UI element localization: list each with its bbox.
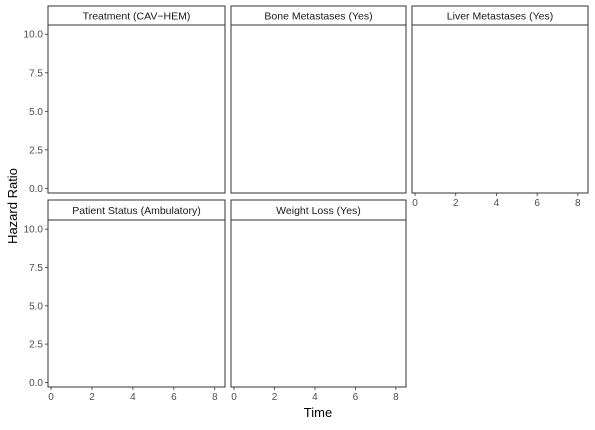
facet-panel: Weight Loss (Yes) 0 2 4 6 8 bbox=[230, 199, 407, 403]
facet-title: Liver Metastases (Yes) bbox=[447, 11, 553, 23]
x-tick-label: 6 bbox=[171, 392, 177, 403]
panel-border bbox=[411, 24, 589, 194]
x-tick-label: 6 bbox=[534, 198, 540, 209]
facet-panel: Bone Metastases (Yes) bbox=[230, 5, 407, 194]
y-tick-label: 5.0 bbox=[29, 107, 43, 118]
x-tick-label: 2 bbox=[272, 392, 278, 403]
x-tick-label: 6 bbox=[353, 392, 359, 403]
facet-title: Weight Loss (Yes) bbox=[276, 205, 361, 217]
y-tick-label: 10.0 bbox=[24, 30, 44, 41]
x-tick-label: 4 bbox=[130, 392, 136, 403]
facet-panel: Patient Status (Ambulatory) 0.0 2.5 5.0 7.5 1… bbox=[24, 199, 226, 403]
y-tick-label: 7.5 bbox=[29, 263, 43, 274]
panel-border bbox=[47, 24, 226, 194]
x-axis-title: Time bbox=[304, 405, 332, 420]
facet-title: Treatment (CAV−HEM) bbox=[83, 11, 191, 23]
x-tick-label: 8 bbox=[212, 392, 218, 403]
x-tick-label: 4 bbox=[312, 392, 318, 403]
panel-border bbox=[47, 219, 226, 388]
y-tick-label: 2.5 bbox=[29, 340, 43, 351]
x-tick-label: 8 bbox=[575, 198, 581, 209]
y-tick-label: 7.5 bbox=[29, 68, 43, 79]
y-tick-label: 2.5 bbox=[29, 145, 43, 156]
y-tick-label: 0.0 bbox=[29, 184, 43, 195]
x-tick-label: 0 bbox=[412, 198, 418, 209]
y-axis-title: Hazard Ratio bbox=[5, 168, 20, 244]
facet-panel: Liver Metastases (Yes) 0 2 4 6 8 bbox=[411, 5, 589, 209]
x-tick-label: 2 bbox=[89, 392, 95, 403]
x-tick-label: 0 bbox=[231, 392, 237, 403]
x-tick-label: 4 bbox=[494, 198, 500, 209]
facet-title: Patient Status (Ambulatory) bbox=[72, 205, 200, 217]
x-tick-label: 2 bbox=[453, 198, 459, 209]
facet-panel: Treatment (CAV−HEM) 0.0 2.5 5.0 7.5 10.0 bbox=[24, 5, 226, 195]
x-tick-label: 8 bbox=[393, 392, 399, 403]
y-tick-label: 5.0 bbox=[29, 301, 43, 312]
y-tick-label: 0.0 bbox=[29, 378, 43, 389]
panel-border bbox=[230, 219, 407, 388]
panel-border bbox=[230, 24, 407, 194]
x-tick-label: 0 bbox=[48, 392, 54, 403]
facet-title: Bone Metastases (Yes) bbox=[264, 11, 372, 23]
y-tick-label: 10.0 bbox=[24, 225, 44, 236]
